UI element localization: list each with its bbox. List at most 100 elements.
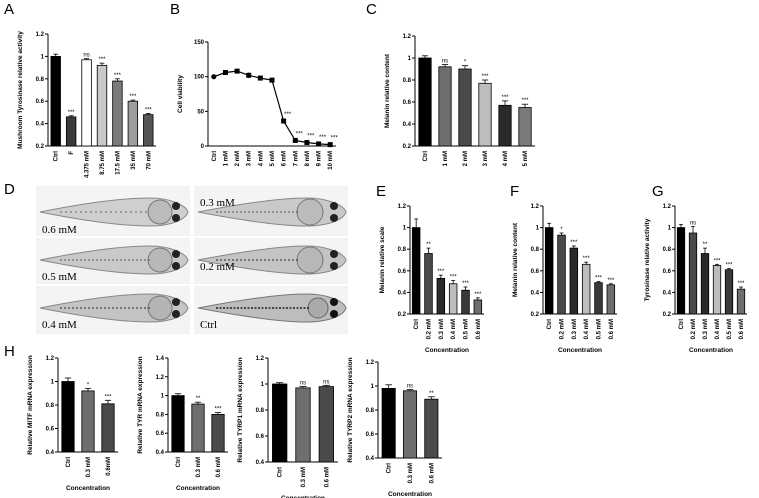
x-axis-label: Concentration [176, 485, 220, 492]
significance-label: *** [462, 281, 470, 287]
y-tick-label: 0.8 [531, 247, 540, 253]
x-tick-label: 0.4 mM [451, 319, 457, 339]
panel-label-B: B [170, 1, 180, 18]
y-axis-label: Cell viability [177, 75, 184, 113]
y-tick-label: 0.8 [156, 412, 165, 418]
significance-label: *** [331, 136, 339, 142]
x-tick-label: 2 mM [235, 151, 241, 166]
bar [96, 64, 108, 147]
x-tick-label: 0.6 mM [216, 457, 222, 477]
chart-G: G 0.2 0.4 0.6 0.8 1 1.2 Tyrosinase relative act… [644, 183, 747, 354]
significance-label: *** [145, 108, 153, 114]
y-tick-label: 0.4 [398, 290, 407, 296]
bar [418, 57, 432, 147]
bar [112, 80, 123, 147]
x-tick-label: 0.6mM [106, 457, 112, 476]
x-tick-label: 0.2 mM [427, 319, 433, 339]
significance-label: *** [284, 112, 292, 118]
significance-label: * [464, 60, 467, 66]
bar [318, 386, 334, 463]
significance-label: *** [450, 275, 458, 281]
bar [458, 68, 472, 147]
x-tick-label: 8.75 mM [100, 151, 106, 175]
y-tick-label: 1.2 [36, 32, 45, 38]
bar [381, 387, 396, 459]
x-tick-label: Ctrl [547, 319, 553, 330]
bar [712, 264, 722, 315]
significance-label: ns [323, 379, 329, 385]
x-tick-label: 1 mM [223, 151, 229, 166]
bar [606, 284, 616, 315]
y-tick-label: 0.6 [36, 99, 45, 105]
y-axis-label: Relative TYRP1 mRNA expression [237, 357, 244, 462]
chart-C: C 0.2 0.4 0.6 0.8 1 1.2 Melanin relative conten… [366, 1, 535, 166]
significance-label: *** [607, 278, 615, 284]
bar [424, 398, 439, 459]
x-tick-label: 0.4 mM [584, 319, 590, 339]
y-tick-label: 0.6 [366, 432, 375, 438]
y-tick-label: 0.8 [366, 408, 375, 414]
fish-label: 0.3 mM [200, 197, 235, 209]
data-point [211, 74, 217, 80]
bar [295, 387, 311, 463]
y-tick-label: 0.4 [46, 450, 55, 456]
significance-label: *** [481, 74, 489, 80]
significance-label: *** [104, 394, 112, 400]
y-tick-label: 0.6 [403, 100, 412, 106]
bar [461, 289, 470, 315]
x-tick-label: Ctrl [387, 463, 393, 474]
significance-label: *** [114, 73, 122, 79]
data-point [281, 118, 287, 124]
x-tick-label: 0.6 mM [609, 319, 615, 339]
chart-H2: 0.4 0.6 0.8 1 1.2 1.4 Relative TYR mRNA expres… [137, 356, 228, 492]
y-tick-label: 150 [194, 40, 205, 46]
significance-label: ** [429, 391, 434, 397]
x-tick-label: 0.6 mM [739, 319, 745, 339]
significance-label: *** [737, 281, 745, 287]
bar [424, 253, 433, 315]
significance-label: ns [690, 221, 696, 227]
bar [127, 100, 139, 147]
bar [736, 288, 746, 315]
y-tick-label: 0.2 [36, 144, 45, 150]
significance-label: *** [319, 135, 327, 141]
x-tick-label: 0.2 mM [560, 319, 566, 339]
significance-label: * [87, 383, 90, 389]
y-tick-label: 0.4 [403, 122, 412, 128]
y-tick-label: 1.2 [46, 356, 55, 362]
y-tick-label: 0.6 [398, 269, 407, 275]
x-tick-label: 0.3 mM [439, 319, 445, 339]
x-axis-label: Concentration [689, 347, 733, 354]
chart-B: B 0 50 100 150 Cell viability Ctrl 1 mM 2 mM 3 mM… [170, 1, 338, 170]
x-axis-label: Concentration [388, 491, 432, 498]
x-tick-label: 70 mM [146, 151, 152, 170]
fish-image-0-6mM: 0.6 mM [36, 186, 190, 236]
y-tick-label: 0.4 [663, 290, 672, 296]
x-tick-label: 6 mM [282, 151, 288, 166]
y-tick-label: 1.2 [156, 375, 165, 381]
bar [581, 263, 591, 315]
bar [518, 107, 532, 147]
y-axis-label: Relative TYRP2 mRNA expression [347, 357, 354, 462]
x-tick-label: 0.3 mM [572, 319, 578, 339]
y-tick-label: 1.2 [663, 204, 672, 210]
y-axis-label: Mushroom Tyrosinase relative activity [17, 31, 24, 149]
panel-label-F: F [510, 183, 519, 200]
x-axis-label: Concentration [66, 485, 110, 492]
x-tick-label: 0.6 mM [476, 319, 482, 339]
panel-label-E: E [376, 183, 386, 200]
y-tick-label: 0 [201, 144, 205, 150]
fish-image-ctrl: Ctrl [194, 286, 348, 334]
y-tick-label: 0.6 [531, 269, 540, 275]
data-point [234, 68, 240, 74]
x-tick-label: Ctrl [414, 319, 420, 330]
bar [700, 253, 710, 315]
significance-label: ** [426, 242, 431, 248]
significance-label: ns [407, 384, 413, 390]
bar [211, 413, 225, 453]
x-tick-label: Ctrl [66, 457, 72, 468]
significance-label: *** [474, 292, 482, 298]
x-tick-label: 0.6 mM [324, 467, 330, 487]
significance-label: *** [98, 57, 106, 63]
x-tick-label: 0.3 mM [408, 463, 414, 483]
